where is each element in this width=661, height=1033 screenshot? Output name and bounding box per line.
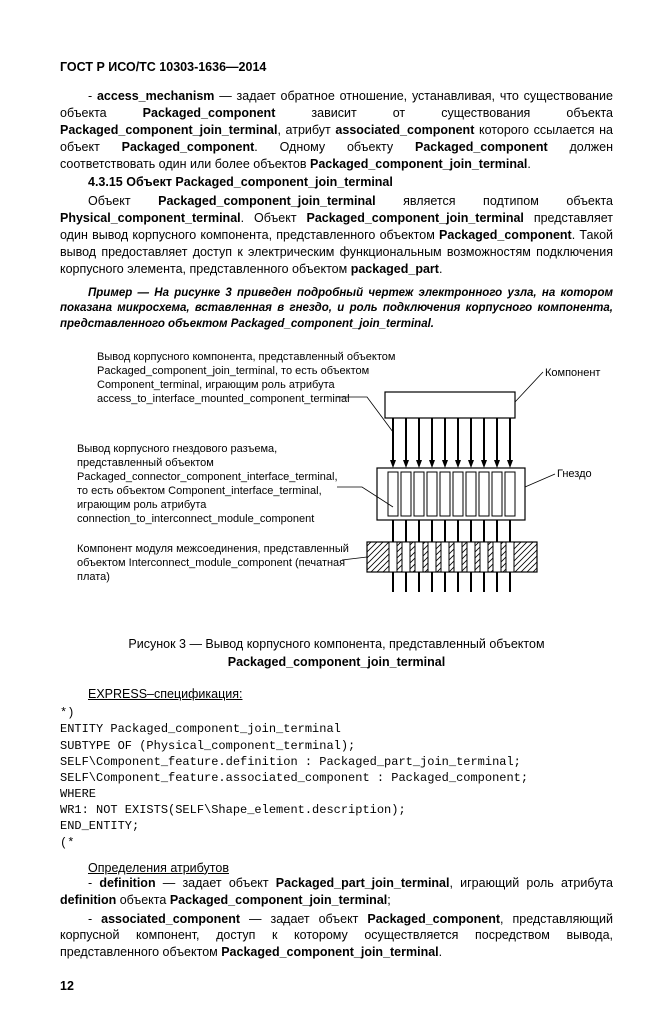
text: Компонент модуля межсоединения, представ…: [77, 543, 349, 555]
page: ГОСТ Р ИСО/ТС 10303-1636—2014 - access_m…: [0, 0, 661, 1033]
fig-label-socket: Гнездо: [557, 468, 592, 480]
term: Packaged_component_join_terminal: [310, 157, 527, 171]
page-number: 12: [60, 979, 613, 993]
term: associated_component: [101, 912, 240, 926]
fig-label-component: Компонент: [545, 367, 600, 379]
figure-svg: Вывод корпусного компонента, представлен…: [67, 342, 607, 622]
para-access-mechanism: - access_mechanism — задает обратное отн…: [60, 88, 613, 172]
text: , играющий роль атрибута: [449, 876, 613, 890]
figure-3: Вывод корпусного компонента, представлен…: [60, 342, 613, 622]
term: Packaged_component: [122, 140, 255, 154]
express-spec-label: EXPRESS–спецификация:: [60, 687, 613, 701]
term: Packaged_component: [439, 228, 572, 242]
attributes-label: Определения атрибутов: [88, 861, 613, 875]
text: , атрибут: [277, 123, 335, 137]
text: является подтипом объекта: [376, 194, 613, 208]
text: .: [527, 157, 530, 171]
term: Packaged_component_join_terminal: [306, 211, 523, 225]
pcb-board: [367, 542, 537, 572]
term: access_mechanism: [97, 89, 214, 103]
caption-line2: Packaged_component_join_terminal: [228, 655, 445, 669]
term: Packaged_component_join_terminal: [60, 123, 277, 137]
text: Вывод корпусного компонента, представлен…: [97, 351, 395, 363]
term: Packaged_component_join_terminal: [170, 893, 387, 907]
caption-line1: Рисунок 3 — Вывод корпусного компонента,…: [128, 637, 544, 651]
text: ;: [387, 893, 390, 907]
attr-definition: - definition — задает объект Packaged_pa…: [60, 875, 613, 909]
text: .: [439, 262, 442, 276]
term: Physical_component_terminal: [60, 211, 241, 225]
text: . Одному объекту: [254, 140, 415, 154]
term: definition: [60, 893, 116, 907]
text: . Объект: [241, 211, 307, 225]
term: Packaged_component: [367, 912, 500, 926]
para-4315-body: Объект Packaged_component_join_terminal …: [60, 193, 613, 277]
figure-caption: Рисунок 3 — Вывод корпусного компонента,…: [60, 636, 613, 671]
example-block: Пример — На рисунке 3 приведен подробный…: [60, 286, 613, 333]
text: зависит от существования объекта: [275, 106, 613, 120]
term: packaged_part: [351, 262, 439, 276]
term: definition: [99, 876, 155, 890]
text: — задает объект: [156, 876, 276, 890]
text: объекта: [116, 893, 170, 907]
term: Packaged_component_join_terminal: [158, 194, 375, 208]
text: объектом Interconnect_module_component (…: [77, 557, 345, 569]
text: connection_to_interconnect_module_compon…: [77, 513, 314, 525]
chip-component: [385, 392, 515, 468]
heading: 4.3.15 Объект Packaged_component_join_te…: [88, 175, 393, 189]
term: Packaged_component_join_terminal: [221, 945, 438, 959]
text: -: [88, 89, 97, 103]
term: Packaged_part_join_terminal: [276, 876, 450, 890]
fig-label-bot: Компонент модуля межсоединения, представ…: [77, 543, 349, 583]
example-text: Пример — На рисунке 3 приведен подробный…: [60, 286, 613, 333]
text: .: [439, 945, 442, 959]
text: -: [88, 912, 101, 926]
text: Вывод корпусного гнездового разъема,: [77, 443, 277, 455]
fig-label-mid: Вывод корпусного гнездового разъема, пре…: [77, 443, 338, 525]
term: Packaged_component: [415, 140, 548, 154]
text: то есть объектом Component_interface_ter…: [77, 485, 322, 497]
text: представленный объектом: [77, 457, 214, 469]
text: играющим роль атрибута: [77, 499, 207, 511]
doc-header: ГОСТ Р ИСО/ТС 10303-1636—2014: [60, 60, 613, 74]
express-code: *) ENTITY Packaged_component_join_termin…: [60, 705, 613, 851]
text: Packaged_component_join_terminal, то ест…: [97, 365, 369, 377]
text: Объект: [88, 194, 158, 208]
section-heading-4315: 4.3.15 Объект Packaged_component_join_te…: [60, 174, 613, 191]
text: -: [88, 876, 99, 890]
term: Packaged_component: [143, 106, 276, 120]
text: плата): [77, 571, 110, 583]
term: associated_component: [335, 123, 474, 137]
text: Packaged_connector_component_interface_t…: [77, 471, 338, 483]
text: — задает объект: [240, 912, 367, 926]
socket: [377, 468, 525, 592]
text: access_to_interface_mounted_component_te…: [97, 393, 350, 405]
text: Component_terminal, играющим роль атрибу…: [97, 379, 336, 391]
